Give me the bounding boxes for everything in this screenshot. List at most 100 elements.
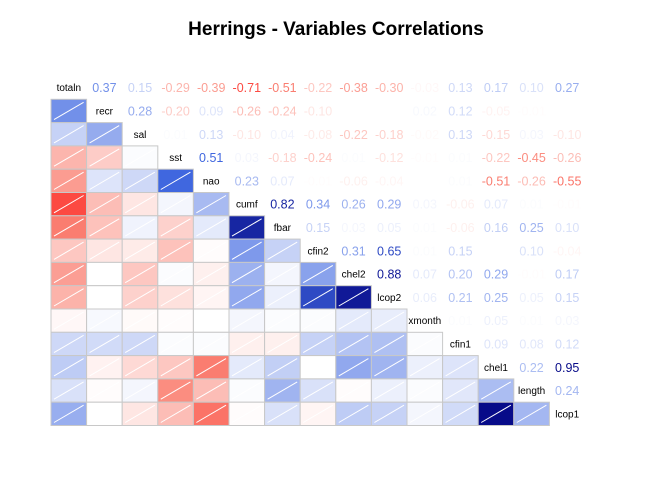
coef-label-nao-chel2: -0.06 [339, 174, 368, 188]
coef-label-totaln-nao: -0.39 [197, 81, 226, 95]
coef-label-fbar-xmonth: 0.01 [413, 221, 437, 235]
corr-cell-slash-cfin1-cfin2 [302, 334, 334, 354]
corr-cell-slash-lcop1-sal [124, 404, 156, 423]
corr-cell-slash-chel1-totaln [53, 358, 84, 377]
coef-label-totaln-fbar: -0.51 [268, 81, 297, 95]
coef-label-recr-fbar: -0.24 [268, 105, 297, 119]
coef-label-fbar-chel1: 0.16 [484, 221, 508, 235]
corr-cell-slash-cfin1-recr [89, 334, 120, 354]
corr-cell-slash-lcop1-cfin2 [302, 404, 334, 423]
coef-label-sal-cfin2: -0.08 [304, 128, 333, 142]
coef-label-chel2-chel1: 0.29 [484, 268, 508, 282]
corr-cell-slash-sal-totaln [53, 125, 84, 144]
corr-cell-slash-lcop1-recr [89, 404, 120, 423]
coef-label-lcop2-cfin1: 0.21 [448, 291, 472, 305]
coef-label-sst-lcop2: -0.12 [375, 151, 404, 165]
coef-label-cfin2-lcop2: 0.65 [377, 244, 401, 258]
variable-label-xmonth: xmonth [408, 316, 441, 327]
chart-title: Herrings - Variables Correlations [188, 19, 484, 40]
coef-label-cfin2-xmonth: 0.01 [413, 244, 437, 258]
coef-label-xmonth-cfin1: 0.01 [448, 314, 472, 328]
coef-label-totaln-recr: 0.37 [92, 81, 116, 95]
coef-label-recr-cfin2: -0.10 [304, 105, 333, 119]
coef-label-fbar-length: 0.25 [519, 221, 543, 235]
variable-label-cfin1: cfin1 [450, 339, 472, 350]
corr-cell-slash-length-cfin2 [302, 381, 334, 400]
coef-label-cfin1-length: 0.08 [519, 337, 543, 351]
corr-cell-slash-cfin1-sst [160, 334, 191, 354]
corr-cell-slash-xmonth-cfin2 [302, 311, 334, 330]
variable-label-sst: sst [169, 153, 182, 164]
coef-label-sst-cfin2: -0.24 [304, 151, 333, 165]
coef-label-fbar-lcop1: 0.10 [555, 221, 579, 235]
coef-label-fbar-cfin1: -0.06 [446, 221, 475, 235]
corr-cell-slash-chel2-nao [196, 264, 227, 284]
coef-label-fbar-chel2: 0.03 [341, 221, 365, 235]
corr-cell-slash-chel1-xmonth [409, 358, 440, 377]
corr-cell-slash-chel2-totaln [53, 264, 84, 284]
variable-label-fbar: fbar [274, 223, 292, 234]
corr-cell-slash-length-xmonth [409, 381, 440, 400]
corr-cell-slash-lcop2-totaln [53, 288, 84, 307]
variable-label-nao: nao [203, 176, 220, 187]
variable-label-chel2: chel2 [342, 270, 366, 281]
coef-label-cfin1-lcop1: 0.12 [555, 337, 579, 351]
corr-cell-slash-lcop1-lcop2 [374, 404, 405, 423]
variable-label-chel1: chel1 [484, 363, 508, 374]
corr-cell-slash-xmonth-cumf [231, 311, 262, 330]
corr-cell-slash-cfin1-chel2 [338, 334, 369, 354]
corr-cell-slash-cfin1-totaln [53, 334, 84, 354]
upper-triangle-coefficients: 0.37 0.15 -0.29 -0.39 -0.71 -0.51 -0.22 -0.38 -0… [92, 81, 581, 398]
corr-cell-slash-chel2-sst [160, 264, 191, 284]
coef-label-recr-length: -0.01 [517, 105, 546, 119]
corr-cell-slash-lcop1-totaln [53, 404, 84, 423]
coef-label-fbar-cfin2: 0.15 [306, 221, 330, 235]
coef-label-totaln-cumf: -0.71 [233, 81, 262, 95]
coef-label-cumf-cfin2: 0.34 [306, 198, 330, 212]
coef-label-lcop2-chel1: 0.25 [484, 291, 508, 305]
coef-label-chel2-xmonth: 0.07 [413, 268, 437, 282]
coef-label-sal-cfin1: 0.13 [448, 128, 472, 142]
coef-label-totaln-lcop1: 0.27 [555, 81, 579, 95]
corr-cell-slash-length-cfin1 [445, 381, 476, 400]
corr-cell-slash-xmonth-nao [196, 311, 227, 330]
coef-label-totaln-sal: 0.15 [128, 81, 152, 95]
coef-label-recr-xmonth: 0.02 [413, 105, 437, 119]
corr-cell-slash-chel1-sst [160, 358, 191, 377]
coef-label-sal-chel2: -0.22 [339, 128, 368, 142]
coef-label-totaln-cfin2: -0.22 [304, 81, 333, 95]
coef-label-sal-fbar: 0.04 [270, 128, 294, 142]
coef-label-nao-cumf: 0.23 [235, 174, 259, 188]
coef-label-xmonth-length: 0.01 [519, 314, 543, 328]
coef-label-recr-chel2: 0.00 [341, 105, 365, 119]
coef-label-cfin2-length: 0.10 [519, 244, 543, 258]
corr-cell-slash-lcop2-cfin2 [302, 288, 334, 307]
corr-cell-slash-cfin1-fbar [267, 334, 298, 354]
coef-label-nao-length: -0.26 [517, 174, 546, 188]
corr-cell-slash-lcop1-length [516, 404, 547, 423]
corr-cell-slash-chel2-cumf [231, 264, 262, 284]
coef-label-chel2-lcop1: 0.17 [555, 268, 579, 282]
corr-cell-slash-recr-totaln [53, 101, 84, 121]
coef-label-totaln-sst: -0.29 [161, 81, 190, 95]
coef-label-cfin1-chel1: 0.09 [484, 337, 508, 351]
variable-label-cumf: cumf [236, 200, 258, 211]
coef-label-sst-xmonth: -0.01 [411, 151, 440, 165]
corr-cell-slash-xmonth-recr [89, 311, 120, 330]
coef-label-totaln-xmonth: -0.03 [411, 81, 440, 95]
coef-label-chel2-length: -0.01 [517, 268, 546, 282]
coef-label-chel2-lcop2: 0.88 [377, 268, 401, 282]
corr-cell-slash-cfin1-sal [124, 334, 156, 354]
coef-label-sal-lcop1: -0.10 [553, 128, 582, 142]
corr-cell-slash-chel2-fbar [267, 264, 298, 284]
coef-label-sal-length: 0.03 [519, 128, 543, 142]
corr-cell-slash-xmonth-fbar [267, 311, 298, 330]
corr-cell-slash-nao-totaln [53, 171, 84, 190]
corr-cell-slash-length-fbar [267, 381, 298, 400]
corr-cell-slash-cfin2-sal [124, 241, 156, 260]
corr-cell-slash-lcop2-cumf [231, 288, 262, 307]
corr-cell-slash-length-chel2 [338, 381, 369, 400]
corr-cell-slash-lcop2-fbar [267, 288, 298, 307]
coef-label-sal-nao: 0.13 [199, 128, 223, 142]
corr-cell-slash-xmonth-sal [124, 311, 156, 330]
